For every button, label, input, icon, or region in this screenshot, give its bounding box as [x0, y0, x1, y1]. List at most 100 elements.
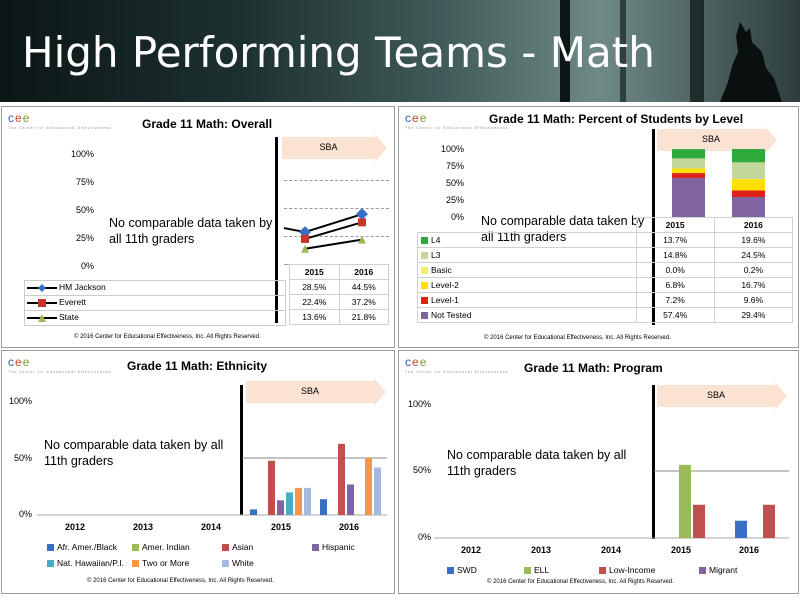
- stacked-bar-segment: [732, 149, 765, 163]
- table-cell: 29.4%: [713, 307, 794, 323]
- table-cell: 13.6%: [289, 309, 340, 325]
- sba-arrow: SBA: [657, 126, 777, 154]
- line-marker-icon: [27, 284, 57, 292]
- table-cell: 37.2%: [338, 294, 389, 310]
- y-tick-label: 50%: [412, 465, 431, 475]
- bar: [286, 492, 293, 515]
- legend-item: Afr. Amer./Black: [47, 542, 117, 552]
- line-marker-icon: [27, 314, 57, 322]
- legend-swatch: [421, 252, 428, 260]
- stacked-bar-segment: [672, 177, 705, 217]
- overall-data-table: 2015 2016 28.5% 44.5% 22.4% 37.2% 13.6% 21.8…: [289, 264, 389, 325]
- table-cell: 13.7%: [635, 232, 715, 248]
- tree-silhouette: [560, 0, 570, 102]
- level-data-table: 2015 2016 L4 13.7% 19.6% L3 14.8% 24.5% Basic…: [417, 217, 794, 323]
- table-header: 2016: [713, 217, 794, 233]
- panel-title: Grade 11 Math: Ethnicity: [127, 359, 268, 373]
- legend-label: Basic: [431, 265, 452, 275]
- table-cell: 28.5%: [289, 279, 340, 295]
- x-tick-label: 2012: [65, 522, 86, 532]
- bar: [320, 499, 327, 515]
- y-tick-label: 100%: [8, 396, 32, 406]
- legend-row-state: State: [24, 310, 286, 326]
- page-title: High Performing Teams - Math: [22, 28, 655, 77]
- data-point: [358, 218, 366, 227]
- cee-logo: cee The Center for Educational Effectiven…: [8, 355, 112, 374]
- x-tick-label: 2013: [133, 522, 154, 532]
- table-header: 2016: [338, 264, 389, 280]
- legend-item: Migrant: [699, 565, 737, 575]
- no-data-message: No comparable data taken by all 11th gra…: [44, 438, 224, 468]
- overall-line-chart: [283, 208, 368, 253]
- stacked-bar-segment: [732, 162, 765, 179]
- legend-item: Nat. Hawaiian/P.I.: [47, 558, 124, 568]
- bar: [679, 464, 691, 538]
- table-cell: 24.5%: [713, 247, 794, 263]
- bar: [365, 457, 372, 515]
- bar: [693, 504, 705, 538]
- program-bar-chart: [434, 464, 789, 539]
- legend-swatch: [132, 544, 139, 552]
- legend-swatch: [132, 560, 139, 568]
- bar: [374, 467, 381, 515]
- y-tick-label: 50%: [445, 178, 464, 188]
- banner: High Performing Teams - Math: [0, 0, 800, 102]
- y-tick-label: 100%: [70, 149, 94, 159]
- x-tick-label: 2014: [201, 522, 222, 532]
- data-divider: [240, 385, 243, 515]
- y-tick-label: 100%: [407, 399, 431, 409]
- legend-item: Low-Income: [599, 565, 655, 575]
- table-cell: 57.4%: [635, 307, 715, 323]
- cee-logo: cee The Center for Educational Effectiven…: [405, 111, 509, 130]
- y-tick-label: 25%: [445, 195, 464, 205]
- panel-program: cee The Center for Educational Effectiven…: [398, 350, 799, 594]
- legend-swatch: [421, 282, 428, 290]
- bar: [347, 484, 354, 515]
- gridline: [284, 208, 389, 209]
- bar: [268, 460, 275, 515]
- legend-swatch: [47, 544, 54, 552]
- legend-swatch: [312, 544, 319, 552]
- bar: [338, 443, 345, 515]
- table-cell: 0.0%: [635, 262, 715, 278]
- table-cell: 21.8%: [338, 309, 389, 325]
- data-point: [301, 234, 309, 243]
- legend-label: L4: [431, 235, 441, 245]
- table-header: 2015: [635, 217, 715, 233]
- no-data-message: No comparable data taken by all 11th gra…: [109, 216, 273, 246]
- legend-label: Level-2: [431, 280, 459, 290]
- table-cell: 16.7%: [713, 277, 794, 293]
- copyright-text: © 2016 Center for Educational Effectiven…: [87, 578, 274, 584]
- sba-arrow: SBA: [282, 134, 387, 162]
- cee-logo: cee The Center for Educational Effectiven…: [8, 111, 112, 130]
- sba-arrow: SBA: [657, 382, 787, 410]
- y-tick-label: 75%: [75, 177, 94, 187]
- copyright-text: © 2016 Center for Educational Effectiven…: [484, 335, 671, 341]
- y-tick-label: 50%: [75, 205, 94, 215]
- tree-silhouette: [690, 0, 704, 102]
- copyright-text: © 2016 Center for Educational Effectiven…: [74, 334, 261, 340]
- table-cell: 14.8%: [635, 247, 715, 263]
- legend-swatch: [47, 560, 54, 568]
- line-marker-icon: [27, 299, 57, 307]
- level-stacked-chart: [672, 149, 765, 217]
- y-tick-label: 50%: [13, 453, 32, 463]
- panel-title: Grade 11 Math: Program: [524, 361, 663, 375]
- bar: [763, 504, 775, 538]
- legend-item: ELL: [524, 565, 549, 575]
- stacked-bar-segment: [732, 190, 765, 198]
- series-line: [304, 213, 363, 234]
- y-tick-label: 0%: [417, 532, 431, 542]
- bar: [304, 487, 311, 515]
- stacked-bar-segment: [672, 149, 705, 159]
- data-point: [301, 244, 309, 253]
- panel-overall: cee The Center for Educational Effectiven…: [1, 106, 395, 348]
- y-tick-label: 0%: [80, 261, 94, 271]
- legend-swatch: [421, 237, 428, 245]
- x-tick-label: 2016: [739, 545, 760, 555]
- table-cell: 9.6%: [713, 292, 794, 308]
- series-line: [304, 221, 363, 240]
- legend-label: L3: [431, 250, 441, 260]
- x-tick-label: 2014: [601, 545, 622, 555]
- x-tick-label: 2016: [339, 522, 360, 532]
